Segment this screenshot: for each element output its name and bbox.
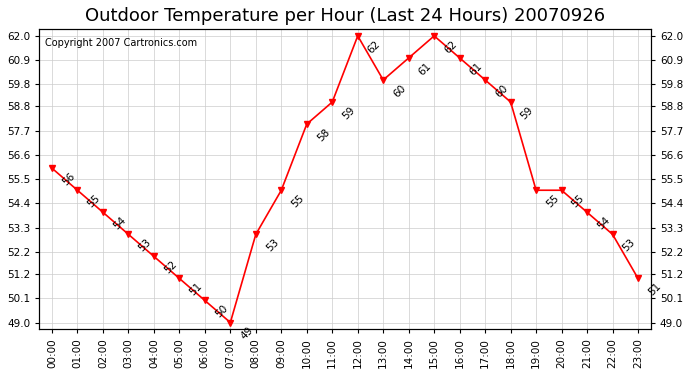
Text: 54: 54 [111, 215, 128, 231]
Text: 49: 49 [239, 326, 255, 342]
Text: 62: 62 [442, 39, 459, 55]
Text: 51: 51 [188, 281, 204, 298]
Text: 60: 60 [493, 83, 510, 99]
Text: 60: 60 [391, 83, 408, 99]
Text: 61: 61 [468, 61, 484, 77]
Text: 52: 52 [162, 259, 179, 276]
Text: 59: 59 [341, 105, 357, 121]
Text: 62: 62 [366, 39, 382, 55]
Text: 58: 58 [315, 127, 332, 143]
Text: 61: 61 [417, 61, 433, 77]
Text: 55: 55 [570, 193, 586, 210]
Text: 55: 55 [86, 193, 102, 210]
Text: 54: 54 [595, 215, 612, 231]
Text: 53: 53 [264, 237, 281, 254]
Text: 51: 51 [647, 281, 663, 298]
Text: 53: 53 [621, 237, 638, 254]
Title: Outdoor Temperature per Hour (Last 24 Hours) 20070926: Outdoor Temperature per Hour (Last 24 Ho… [85, 7, 605, 25]
Text: Copyright 2007 Cartronics.com: Copyright 2007 Cartronics.com [46, 38, 197, 48]
Text: 56: 56 [60, 171, 77, 188]
Text: 55: 55 [544, 193, 561, 210]
Text: 53: 53 [137, 237, 153, 254]
Text: 55: 55 [290, 193, 306, 210]
Text: 50: 50 [213, 303, 230, 320]
Text: 59: 59 [519, 105, 535, 121]
